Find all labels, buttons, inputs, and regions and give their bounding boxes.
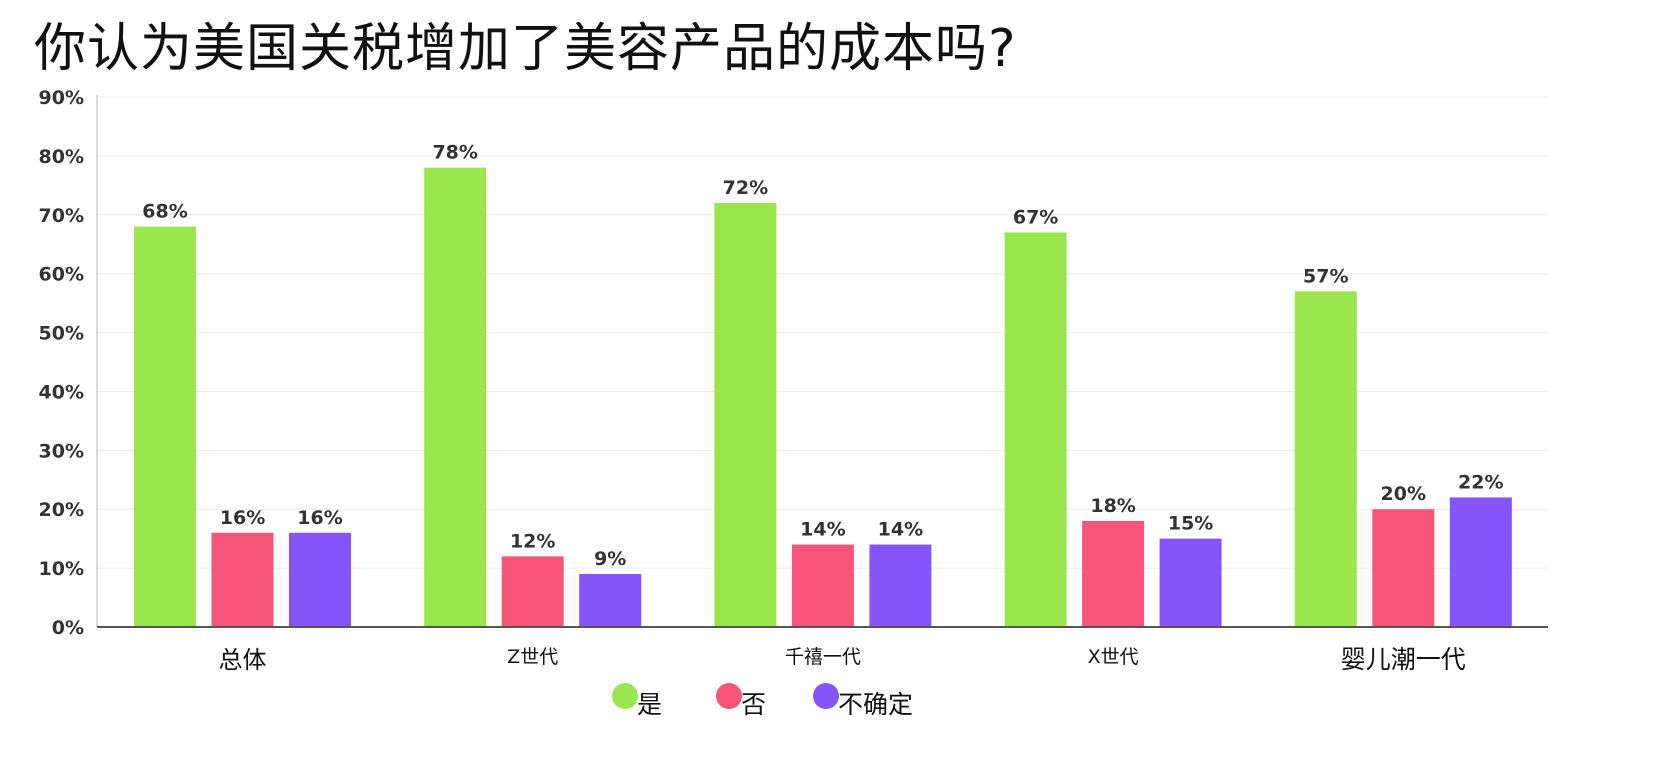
bar [1082, 521, 1145, 627]
bar [1004, 232, 1067, 627]
x-tick-label: 婴儿潮一代 [1341, 645, 1466, 674]
bar [501, 556, 564, 627]
y-tick-label: 0% [52, 617, 84, 639]
x-tick-label: 总体 [219, 646, 267, 674]
y-tick-label: 20% [39, 499, 84, 521]
legend-swatch [813, 683, 839, 709]
x-axis: 总体 Z世代 千禧一代 X世代 婴儿潮一代 [97, 626, 1548, 674]
legend-item: 不确定 [813, 683, 913, 719]
legend-label: 否 [741, 690, 766, 719]
legend-swatch [716, 683, 742, 709]
legend-swatch [612, 683, 638, 709]
x-tick-label: X世代 [1088, 646, 1139, 668]
data-label: 57% [1303, 265, 1348, 287]
y-tick-label: 40% [39, 381, 84, 403]
bar [424, 167, 487, 627]
data-label: 12% [510, 530, 555, 552]
data-labels: 68% 16% 16% 78% 12% 9% 72% 14% 14% 67% 18% 15% 57% 20… [142, 142, 1503, 570]
bar [1372, 509, 1435, 627]
chart-title: 你认为美国关税增加了美容产品的成本吗? [34, 19, 1017, 79]
y-tick-label: 90% [39, 87, 84, 109]
data-label: 78% [432, 142, 477, 164]
bar [791, 544, 854, 627]
legend-label: 不确定 [838, 690, 913, 719]
bar [1294, 291, 1357, 627]
data-label: 67% [1013, 206, 1058, 228]
bar [714, 203, 777, 627]
legend-item: 是 [612, 683, 662, 719]
data-label: 16% [297, 507, 342, 529]
x-tick-label: 千禧一代 [785, 646, 861, 668]
y-tick-label: 80% [39, 146, 84, 168]
y-tick-label: 70% [39, 205, 84, 227]
bars [134, 167, 1512, 628]
bar [869, 544, 932, 627]
data-label: 20% [1381, 483, 1426, 505]
data-label: 14% [878, 519, 923, 541]
bar [1159, 538, 1222, 627]
legend-item: 否 [716, 683, 766, 719]
y-axis: 0% 10% 20% 30% 40% 50% 60% 70% 80% 90% [39, 87, 98, 639]
bar [1449, 497, 1512, 627]
y-tick-label: 30% [39, 440, 84, 462]
y-tick-label: 50% [39, 323, 84, 345]
bar [289, 532, 351, 627]
data-label: 72% [723, 177, 768, 199]
bar [211, 532, 274, 627]
bar [579, 574, 642, 627]
data-label: 18% [1090, 495, 1135, 517]
data-label: 68% [142, 201, 187, 223]
data-label: 15% [1168, 513, 1213, 535]
x-tick-label: Z世代 [507, 646, 558, 668]
y-tick-label: 60% [39, 264, 84, 286]
data-label: 22% [1458, 471, 1503, 493]
legend-label: 是 [637, 690, 662, 719]
data-label: 16% [220, 507, 265, 529]
data-label: 14% [800, 519, 845, 541]
legend: 是 否 不确定 [612, 683, 913, 719]
data-label: 9% [594, 548, 626, 570]
bar [134, 226, 196, 628]
y-tick-label: 10% [39, 558, 84, 580]
